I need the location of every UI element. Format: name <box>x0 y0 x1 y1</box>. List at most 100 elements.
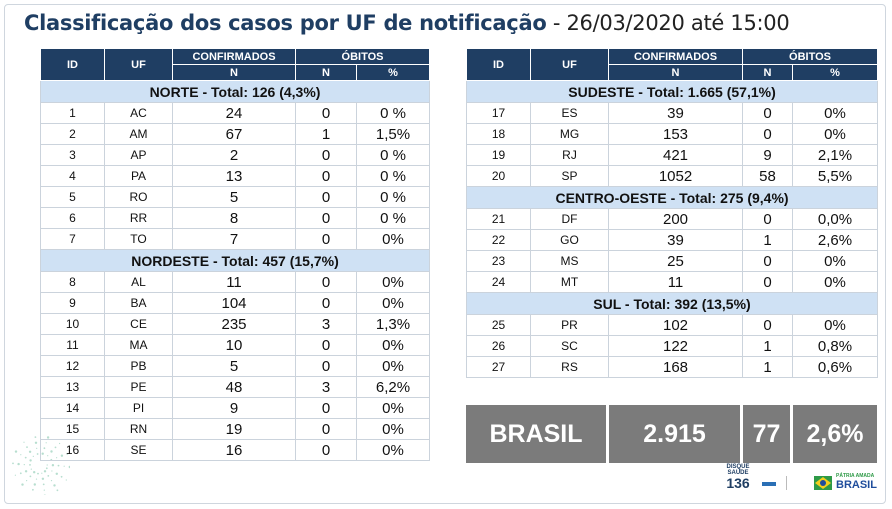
row-uf: RO <box>104 186 173 208</box>
row-obitos-percent: 0 % <box>355 186 431 208</box>
row-confirmados: 2 <box>172 144 296 166</box>
row-obitos-percent: 0% <box>355 228 431 250</box>
row-confirmados: 24 <box>172 102 296 124</box>
region-header-row: NORDESTE - Total: 457 (15,7%) <box>39 249 431 272</box>
row-obitos-percent: 0 % <box>355 207 431 229</box>
table-row: 16 SE 16 0 0% <box>40 439 431 461</box>
row-id: 12 <box>40 355 105 377</box>
row-confirmados: 48 <box>172 376 296 398</box>
row-obitos-percent: 0 % <box>355 165 431 187</box>
row-confirmados: 200 <box>608 208 743 230</box>
row-confirmados: 8 <box>172 207 296 229</box>
row-uf: SC <box>530 335 609 357</box>
row-uf: SE <box>104 439 173 461</box>
row-confirmados: 25 <box>608 250 743 272</box>
col-obitos-header: ÓBITOS <box>294 48 431 65</box>
ministerio-saude-logo <box>786 476 807 490</box>
table-row: 8 AL 11 0 0% <box>40 271 431 293</box>
row-obitos-percent: 0% <box>355 292 431 314</box>
row-obitos-percent: 5,5% <box>791 165 879 187</box>
row-id: 14 <box>40 397 105 419</box>
table-row: 19 RJ 421 9 2,1% <box>466 144 879 166</box>
row-uf: MG <box>530 123 609 145</box>
table-row: 12 PB 5 0 0% <box>40 355 431 377</box>
row-id: 16 <box>40 439 105 461</box>
row-confirmados: 102 <box>608 314 743 336</box>
row-obitos-percent: 0 % <box>355 144 431 166</box>
row-confirmados: 5 <box>172 186 296 208</box>
row-obitos-percent: 6,2% <box>355 376 431 398</box>
row-obitos-percent: 0% <box>791 271 879 293</box>
row-obitos-percent: 2,6% <box>791 229 879 251</box>
row-confirmados: 104 <box>172 292 296 314</box>
table-row: 20 SP 1052 58 5,5% <box>466 165 879 187</box>
region-total-label: CENTRO-OESTE - Total: 275 (9,4%) <box>465 186 879 209</box>
row-id: 6 <box>40 207 105 229</box>
table-row: 4 PA 13 0 0 % <box>40 165 431 187</box>
row-obitos: 0 <box>295 355 357 377</box>
sus-logo <box>762 482 776 486</box>
row-uf: PI <box>104 397 173 419</box>
row-id: 15 <box>40 418 105 440</box>
row-obitos-percent: 0 % <box>355 102 431 124</box>
col-obitos-n-header: N <box>295 64 357 81</box>
row-uf: ES <box>530 102 609 124</box>
col-id-header: ID <box>40 48 105 81</box>
row-obitos-percent: 2,1% <box>791 144 879 166</box>
row-confirmados: 122 <box>608 335 743 357</box>
region-header-row: SUDESTE - Total: 1.665 (57,1%) <box>465 80 879 103</box>
brasil-percent: 2,6% <box>793 405 877 463</box>
table-row: 9 BA 104 0 0% <box>40 292 431 314</box>
row-confirmados: 11 <box>172 271 296 293</box>
table-row: 23 MS 25 0 0% <box>466 250 879 272</box>
row-obitos: 0 <box>295 207 357 229</box>
row-uf: DF <box>530 208 609 230</box>
row-id: 25 <box>466 314 531 336</box>
row-id: 13 <box>40 376 105 398</box>
row-obitos: 0 <box>295 292 357 314</box>
row-confirmados: 10 <box>172 334 296 356</box>
row-uf: AP <box>104 144 173 166</box>
row-confirmados: 235 <box>172 313 296 335</box>
row-confirmados: 168 <box>608 356 743 378</box>
row-uf: BA <box>104 292 173 314</box>
governo-brasil-logo: PÁTRIA AMADA BRASIL <box>814 472 877 494</box>
brasil-label: BRASIL <box>466 405 606 463</box>
table-row: 2 AM 67 1 1,5% <box>40 123 431 145</box>
table-row: 3 AP 2 0 0 % <box>40 144 431 166</box>
row-uf: AC <box>104 102 173 124</box>
row-obitos-percent: 0% <box>791 250 879 272</box>
row-obitos: 0 <box>742 208 793 230</box>
row-uf: MA <box>104 334 173 356</box>
row-obitos: 58 <box>742 165 793 187</box>
row-id: 11 <box>40 334 105 356</box>
row-confirmados: 5 <box>172 355 296 377</box>
region-header-row: CENTRO-OESTE - Total: 275 (9,4%) <box>465 186 879 209</box>
title-date: - 26/03/2020 até 15:00 <box>546 11 790 35</box>
row-obitos: 0 <box>295 228 357 250</box>
row-obitos-percent: 0% <box>791 102 879 124</box>
row-confirmados: 153 <box>608 123 743 145</box>
row-obitos-percent: 0,0% <box>791 208 879 230</box>
table-row: 21 DF 200 0 0,0% <box>466 208 879 230</box>
col-id-header: ID <box>466 48 531 81</box>
region-total-label: NORDESTE - Total: 457 (15,7%) <box>39 249 431 272</box>
row-confirmados: 421 <box>608 144 743 166</box>
row-obitos: 1 <box>742 356 793 378</box>
row-uf: RJ <box>530 144 609 166</box>
row-id: 26 <box>466 335 531 357</box>
region-total-label: SUL - Total: 392 (13,5%) <box>465 292 879 315</box>
row-confirmados: 67 <box>172 123 296 145</box>
row-id: 9 <box>40 292 105 314</box>
row-obitos-percent: 0% <box>355 439 431 461</box>
table-row: 27 RS 168 1 0,6% <box>466 356 879 378</box>
row-confirmados: 19 <box>172 418 296 440</box>
row-confirmados: 11 <box>608 271 743 293</box>
row-obitos: 0 <box>295 439 357 461</box>
col-obitos-n-header: N <box>742 64 793 81</box>
row-uf: RR <box>104 207 173 229</box>
row-confirmados: 1052 <box>608 165 743 187</box>
row-uf: TO <box>104 228 173 250</box>
row-id: 3 <box>40 144 105 166</box>
table-right: ID UF CONFIRMADOS ÓBITOS N N % SUDESTE -… <box>465 48 879 378</box>
